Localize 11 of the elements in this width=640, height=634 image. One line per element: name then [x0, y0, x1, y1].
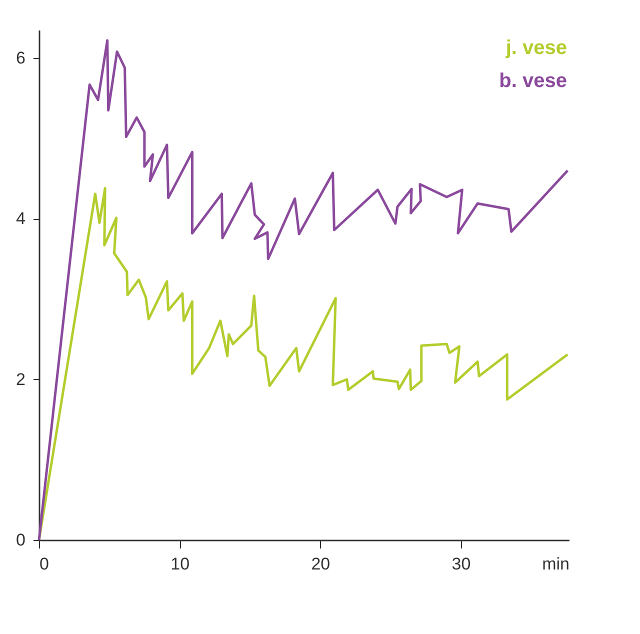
- x-tick-label: 20: [311, 554, 330, 574]
- x-tick-label: 10: [170, 554, 190, 574]
- text: b. vese: [499, 70, 567, 92]
- y-tick-label: 6: [16, 48, 26, 68]
- text: j. vese: [504, 37, 567, 59]
- y-tick-label: 2: [16, 370, 26, 389]
- y-tick-label: 4: [16, 209, 26, 228]
- x-tick-label: 30: [452, 554, 471, 574]
- x-axis-title: min: [542, 554, 570, 574]
- x-tick-label: 0: [40, 554, 49, 574]
- y-tick-label: 0: [16, 530, 26, 550]
